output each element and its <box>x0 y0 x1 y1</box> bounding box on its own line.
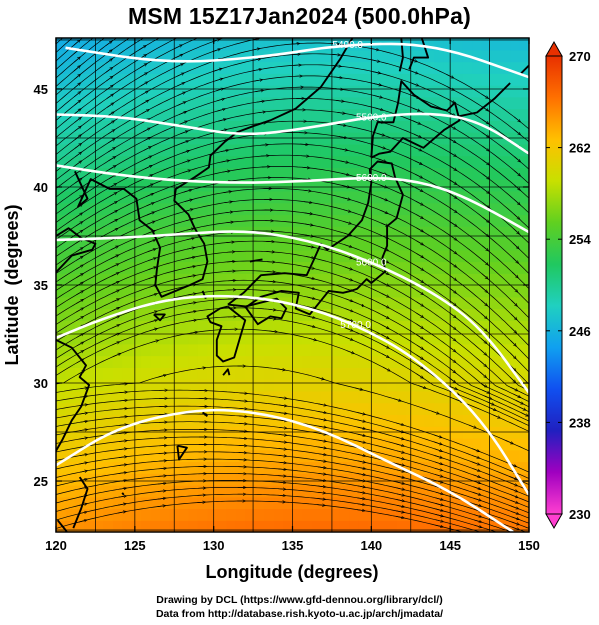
height-contour <box>56 230 529 394</box>
x-tick-label: 120 <box>45 538 67 553</box>
x-tick-label: 145 <box>439 538 461 553</box>
coastlines <box>56 38 529 532</box>
y-tick-label: 35 <box>34 278 48 293</box>
height-contour <box>56 164 529 234</box>
colorbar-tick-label: 230 <box>569 507 591 522</box>
contour-label: 5400.0 <box>332 40 363 51</box>
colorbar-tick-label: 262 <box>569 141 591 156</box>
axis-ticks: 120 125 130 135 140 145 150 25 30 35 40 45 <box>34 38 540 553</box>
chart-title: MSM 15Z17Jan2024 (500.0hPa) <box>128 3 471 29</box>
colorbar-tick-label: 246 <box>569 324 591 339</box>
height-contour <box>56 408 514 532</box>
y-axis-label: Latitude (degrees) <box>2 204 22 365</box>
wind-streamlines <box>56 38 529 532</box>
height-contours: 5400.0 5500.0 5600.0 5600.0 5700.0 <box>56 40 529 532</box>
x-tick-label: 130 <box>203 538 225 553</box>
contour-label: 5500.0 <box>356 112 387 123</box>
contour-label: 5600.0 <box>356 173 387 184</box>
y-tick-label: 40 <box>34 180 48 195</box>
height-contour <box>56 294 529 496</box>
x-axis-label: Longitude (degrees) <box>205 562 378 582</box>
y-tick-label: 25 <box>34 474 48 489</box>
x-tick-label: 135 <box>282 538 304 553</box>
height-contour <box>65 42 529 79</box>
colorbar-tick-label: 254 <box>569 232 591 247</box>
colorbar-tick-label: 238 <box>569 415 591 430</box>
x-tick-label: 125 <box>124 538 146 553</box>
credit-line-1: Drawing by DCL (https://www.gfd-dennou.o… <box>156 594 443 606</box>
map-figure: 5400.0 5500.0 5600.0 5600.0 5700.0 120 125 130… <box>2 37 591 582</box>
height-contour <box>56 112 529 155</box>
colorbar-tick-label: 270 <box>569 49 591 64</box>
credit-line-2: Data from http://database.rish.kyoto-u.a… <box>155 608 444 620</box>
contour-label: 5600.0 <box>356 258 387 269</box>
y-tick-label: 45 <box>34 82 48 97</box>
x-tick-label: 140 <box>360 538 382 553</box>
x-tick-label: 150 <box>518 538 540 553</box>
colorbar: 230 238 246 254 262 270 <box>545 40 591 530</box>
y-tick-label: 30 <box>34 376 48 391</box>
contour-label: 5700.0 <box>340 320 371 331</box>
